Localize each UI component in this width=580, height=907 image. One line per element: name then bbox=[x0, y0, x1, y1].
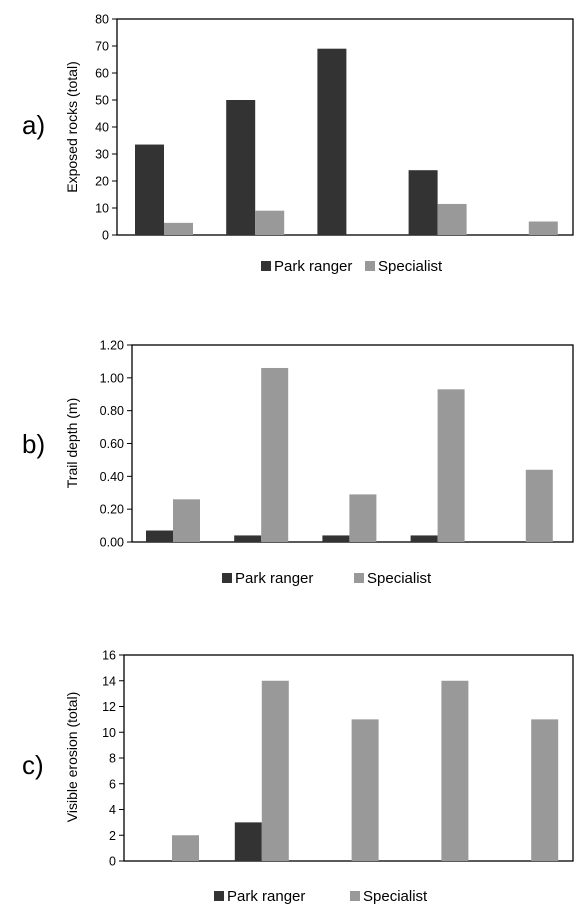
y-tick-label: 6 bbox=[109, 777, 116, 791]
y-tick-label: 0 bbox=[109, 855, 116, 869]
bar-park-ranger bbox=[410, 535, 438, 542]
y-tick-label: 10 bbox=[102, 726, 116, 740]
y-tick-label: 14 bbox=[102, 674, 116, 688]
legend-swatch-specialist bbox=[365, 261, 375, 271]
y-tick-label: 1.00 bbox=[100, 371, 124, 385]
y-tick-label: 60 bbox=[95, 67, 109, 81]
y-axis-label-a: Exposed rocks (total) bbox=[64, 61, 80, 193]
bar-specialist bbox=[531, 719, 559, 861]
legend-label-park-ranger: Park ranger bbox=[227, 888, 305, 905]
y-tick-label: 0.00 bbox=[100, 536, 124, 550]
bar-park-ranger bbox=[317, 48, 347, 236]
legend-swatch-specialist bbox=[350, 891, 360, 901]
bar-park-ranger bbox=[135, 144, 164, 235]
bar-specialist bbox=[351, 719, 379, 861]
legend-label-specialist: Specialist bbox=[378, 258, 443, 275]
legend-c: Park ranger Specialist bbox=[214, 888, 428, 905]
y-tick-label: 0.60 bbox=[100, 437, 124, 451]
y-axis-label-b: Trail depth (m) bbox=[64, 398, 80, 489]
y-axis-label-c: Visible erosion (total) bbox=[64, 692, 80, 822]
bar-specialist bbox=[437, 389, 465, 542]
y-ticks-c: 0 2 4 6 8 10 12 14 16 bbox=[102, 649, 124, 869]
legend-label-specialist: Specialist bbox=[367, 570, 432, 587]
y-tick-label: 1.20 bbox=[100, 339, 124, 353]
bars-b bbox=[146, 367, 553, 542]
legend-swatch-park-ranger bbox=[222, 573, 232, 583]
legend-label-park-ranger: Park ranger bbox=[274, 258, 352, 275]
y-tick-label: 0.40 bbox=[100, 470, 124, 484]
bar-park-ranger bbox=[226, 100, 256, 235]
chart-panel-b: b) Trail depth (m) 0.00 0.20 0.40 0.60 0.80 1… bbox=[22, 339, 574, 587]
bar-specialist bbox=[255, 210, 285, 235]
bars-a bbox=[135, 48, 558, 236]
panel-label-b: b) bbox=[22, 429, 45, 459]
bar-specialist bbox=[525, 469, 553, 542]
bar-specialist bbox=[261, 680, 289, 861]
y-tick-label: 8 bbox=[109, 752, 116, 766]
panel-label-a: a) bbox=[22, 110, 45, 140]
bar-specialist bbox=[164, 222, 193, 235]
y-tick-label: 10 bbox=[95, 202, 109, 216]
y-tick-label: 0.20 bbox=[100, 503, 124, 517]
y-tick-label: 2 bbox=[109, 829, 116, 843]
legend-a: Park ranger Specialist bbox=[261, 258, 443, 275]
bar-specialist bbox=[528, 221, 558, 235]
legend-swatch-park-ranger bbox=[214, 891, 224, 901]
y-tick-label: 0 bbox=[102, 229, 109, 243]
bars-c bbox=[172, 680, 559, 861]
y-tick-label: 80 bbox=[95, 13, 109, 27]
y-tick-label: 0.80 bbox=[100, 404, 124, 418]
bar-specialist bbox=[437, 203, 467, 235]
bar-park-ranger bbox=[146, 530, 173, 542]
bar-specialist bbox=[172, 835, 199, 861]
bar-specialist bbox=[173, 499, 200, 542]
legend-label-park-ranger: Park ranger bbox=[235, 570, 313, 587]
bar-park-ranger bbox=[408, 170, 438, 235]
legend-b: Park ranger Specialist bbox=[222, 570, 432, 587]
y-tick-label: 12 bbox=[102, 700, 116, 714]
y-tick-label: 40 bbox=[95, 121, 109, 135]
bar-park-ranger bbox=[234, 822, 262, 861]
bar-specialist bbox=[441, 680, 469, 861]
bar-specialist bbox=[349, 494, 377, 542]
bar-park-ranger bbox=[234, 535, 262, 542]
y-tick-label: 50 bbox=[95, 94, 109, 108]
plot-frame-c bbox=[123, 654, 574, 862]
bar-park-ranger bbox=[322, 535, 350, 542]
chart-panel-c: c) Visible erosion (total) 0 2 4 6 8 10 12 14 16… bbox=[22, 649, 574, 905]
bar-specialist bbox=[261, 367, 289, 542]
y-tick-label: 4 bbox=[109, 803, 116, 817]
y-tick-label: 30 bbox=[95, 148, 109, 162]
y-tick-label: 70 bbox=[95, 40, 109, 54]
chart-panel-a: a) Exposed rocks (total) 0 10 20 30 40 50 60 70… bbox=[22, 13, 574, 275]
y-ticks-a: 0 10 20 30 40 50 60 70 80 bbox=[95, 13, 117, 243]
y-tick-label: 20 bbox=[95, 175, 109, 189]
legend-swatch-specialist bbox=[354, 573, 364, 583]
legend-label-specialist: Specialist bbox=[363, 888, 428, 905]
y-tick-label: 16 bbox=[102, 649, 116, 663]
y-ticks-b: 0.00 0.20 0.40 0.60 0.80 1.00 1.20 bbox=[100, 339, 132, 550]
legend-swatch-park-ranger bbox=[261, 261, 271, 271]
panel-label-c: c) bbox=[22, 750, 44, 780]
